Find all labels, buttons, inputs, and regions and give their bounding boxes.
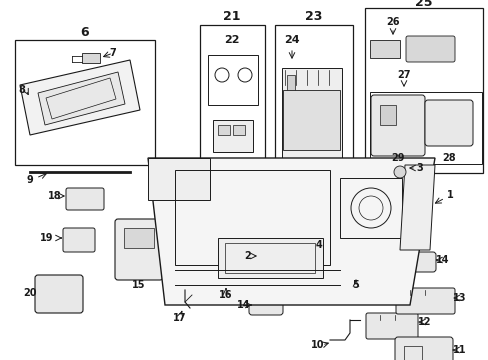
Bar <box>200 25 264 170</box>
Bar <box>124 228 154 248</box>
Text: 21: 21 <box>223 10 240 23</box>
Text: 25: 25 <box>414 0 432 9</box>
Text: 4: 4 <box>315 240 322 250</box>
FancyBboxPatch shape <box>394 337 452 360</box>
Text: 16: 16 <box>219 290 232 300</box>
Bar <box>218 238 323 278</box>
Text: 6: 6 <box>81 26 89 39</box>
Text: 24: 24 <box>284 35 299 45</box>
Bar <box>286 75 294 90</box>
Bar <box>175 170 329 265</box>
FancyBboxPatch shape <box>299 250 325 266</box>
Bar <box>82 53 100 63</box>
Text: 2: 2 <box>244 251 251 261</box>
Text: 17: 17 <box>173 313 186 323</box>
Text: 14: 14 <box>435 255 449 265</box>
Text: 9: 9 <box>26 175 33 185</box>
Bar <box>403 346 421 360</box>
Polygon shape <box>20 60 140 135</box>
FancyBboxPatch shape <box>258 250 289 268</box>
Text: 26: 26 <box>386 17 399 27</box>
Polygon shape <box>38 72 125 125</box>
FancyBboxPatch shape <box>370 95 424 156</box>
FancyBboxPatch shape <box>63 228 95 252</box>
Bar <box>283 90 339 150</box>
Bar <box>369 92 481 164</box>
FancyBboxPatch shape <box>66 188 104 210</box>
Text: 23: 23 <box>305 10 322 23</box>
Text: 29: 29 <box>390 153 404 163</box>
Text: 18: 18 <box>48 191 61 201</box>
Bar <box>218 125 229 135</box>
Bar <box>339 178 401 238</box>
FancyBboxPatch shape <box>35 275 83 313</box>
Bar <box>224 243 314 273</box>
Text: 28: 28 <box>441 153 455 163</box>
Text: 8: 8 <box>19 85 25 95</box>
Polygon shape <box>399 165 434 250</box>
FancyBboxPatch shape <box>365 313 417 339</box>
Text: 7: 7 <box>109 48 116 58</box>
Circle shape <box>393 166 405 178</box>
FancyBboxPatch shape <box>115 219 163 280</box>
Text: 27: 27 <box>396 70 410 80</box>
FancyBboxPatch shape <box>395 288 454 314</box>
Bar <box>364 8 482 173</box>
Bar <box>232 125 244 135</box>
Text: 19: 19 <box>40 233 54 243</box>
FancyBboxPatch shape <box>394 252 435 272</box>
Bar <box>369 40 399 58</box>
FancyBboxPatch shape <box>405 36 454 62</box>
Text: 12: 12 <box>417 317 431 327</box>
Bar <box>379 105 395 125</box>
Text: 22: 22 <box>224 35 239 45</box>
FancyBboxPatch shape <box>424 100 472 146</box>
Text: 1: 1 <box>446 190 452 200</box>
Bar <box>213 120 252 152</box>
Bar <box>207 55 258 105</box>
Text: 11: 11 <box>452 345 466 355</box>
Text: 15: 15 <box>132 280 145 290</box>
Text: 20: 20 <box>23 288 37 298</box>
FancyBboxPatch shape <box>248 297 283 315</box>
Text: 3: 3 <box>416 163 423 173</box>
Polygon shape <box>148 158 209 200</box>
Text: 13: 13 <box>452 293 466 303</box>
Text: 10: 10 <box>311 340 324 350</box>
Polygon shape <box>282 68 341 160</box>
Text: 5: 5 <box>352 280 359 290</box>
Bar <box>15 40 155 165</box>
Text: 14: 14 <box>237 300 250 310</box>
Polygon shape <box>148 158 434 305</box>
FancyBboxPatch shape <box>346 258 365 284</box>
FancyBboxPatch shape <box>216 266 236 292</box>
Bar <box>274 25 352 170</box>
